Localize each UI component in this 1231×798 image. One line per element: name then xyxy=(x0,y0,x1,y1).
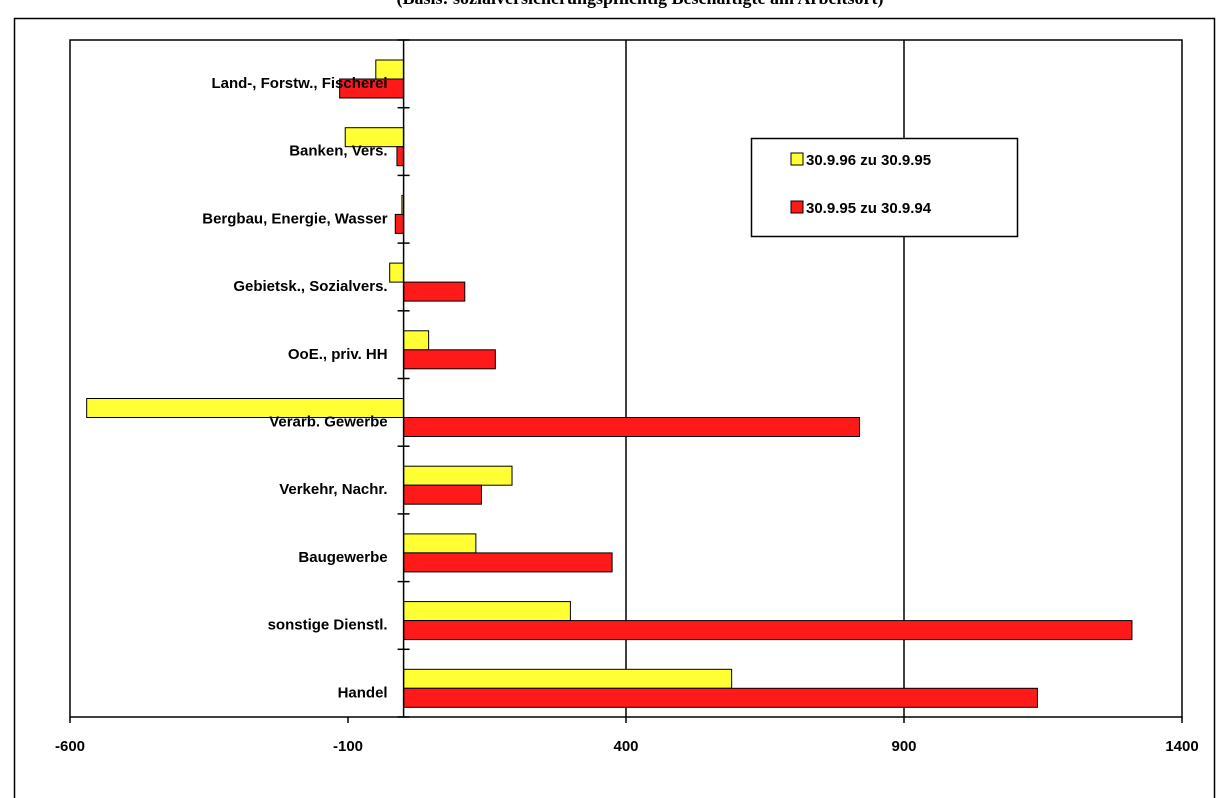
category-label-8: sonstige Dienstl. xyxy=(268,617,388,634)
x-tick-labels: -600 -100 400 900 1400 xyxy=(55,738,1199,755)
legend: 30.9.96 zu 30.9.95 30.9.95 zu 30.9.94 xyxy=(750,137,1019,238)
category-label-3: Gebietsk., Sozialvers. xyxy=(233,278,387,295)
legend-swatch-1 xyxy=(790,200,804,214)
chart-title: (Basis: sozialversicherungspflichtig Bes… xyxy=(397,0,884,9)
bar-series-0-6 xyxy=(403,465,513,486)
bar-series-1-9 xyxy=(403,687,1038,708)
category-label-2: Bergbau, Energie, Wasser xyxy=(202,210,388,227)
bar-series-1-4 xyxy=(403,349,496,370)
bar-series-1-8 xyxy=(403,620,1133,641)
category-label-4: OoE., priv. HH xyxy=(288,346,388,363)
title-mask xyxy=(250,0,1110,12)
bar-series-0-3 xyxy=(389,262,405,283)
bar-series-1-6 xyxy=(403,484,482,505)
bar-series-0-7 xyxy=(403,533,477,554)
category-label-9: Handel xyxy=(338,684,388,701)
category-label-0: Land-, Forstw., Fischerei xyxy=(211,75,387,92)
x-tick-label: -100 xyxy=(333,738,363,755)
legend-label-1: 30.9.95 zu 30.9.94 xyxy=(806,200,932,217)
bar-series-1-3 xyxy=(403,281,466,302)
category-labels: Land-, Forstw., Fischerei Banken, Vers. Be… xyxy=(202,75,388,701)
bar-series-1-5 xyxy=(403,417,861,437)
bar-series-0-9 xyxy=(403,668,733,689)
x-tick-label: -600 xyxy=(55,738,85,755)
bar-series-0-4 xyxy=(403,330,430,351)
category-label-5: Verarb. Gewerbe xyxy=(269,414,387,431)
bar-series-1-1 xyxy=(396,146,405,167)
category-label-7: Baugewerbe xyxy=(298,549,387,566)
bar-series-1-7 xyxy=(403,552,613,573)
bar-series-1-2 xyxy=(394,213,405,234)
legend-label-0: 30.9.96 zu 30.9.95 xyxy=(806,152,931,169)
x-tick-label: 1400 xyxy=(1165,738,1198,755)
category-label-6: Verkehr, Nachr. xyxy=(279,481,387,498)
category-label-1: Banken, Vers. xyxy=(289,143,387,160)
x-tick-label: 900 xyxy=(891,738,916,755)
bar-series-0-8 xyxy=(403,601,571,622)
legend-swatch-0 xyxy=(790,152,804,166)
bars xyxy=(86,59,1133,708)
x-tick-label: 400 xyxy=(613,738,638,755)
axes xyxy=(69,39,1183,723)
